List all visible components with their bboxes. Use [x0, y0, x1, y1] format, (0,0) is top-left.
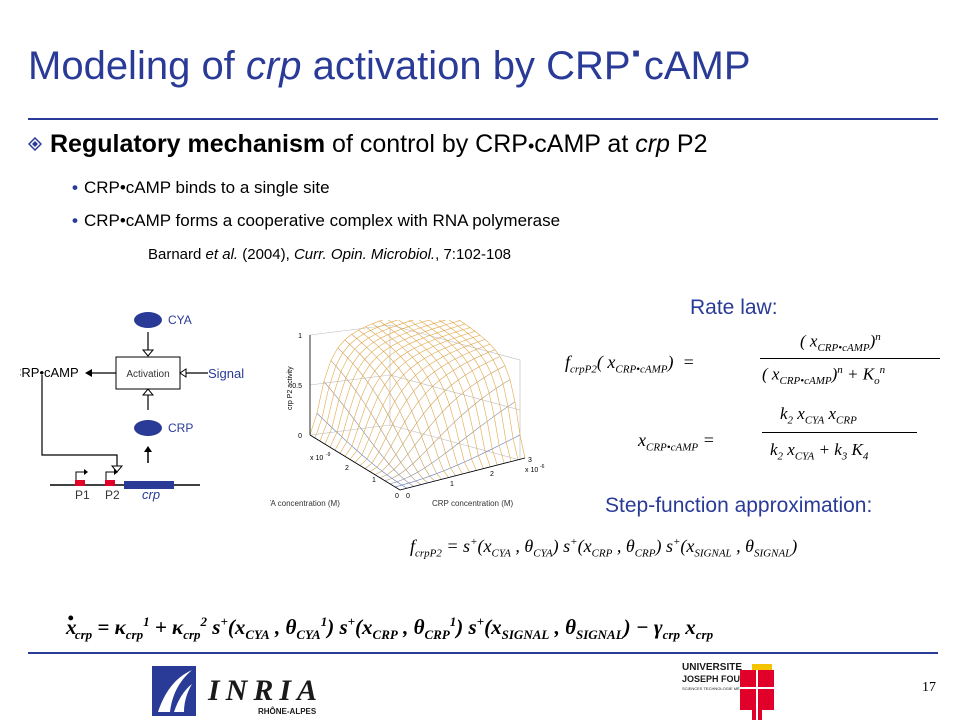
svg-text:x 10: x 10: [525, 467, 538, 474]
svg-text:0: 0: [298, 433, 302, 440]
svg-text:0: 0: [406, 493, 410, 500]
title-rule: [28, 118, 938, 120]
svg-text:crp: crp: [142, 487, 160, 502]
svg-text:UNIVERSITE: UNIVERSITE: [682, 662, 742, 673]
crp-gene: [124, 481, 174, 489]
footer-rule: [28, 652, 938, 654]
section-heading: Regulatory mechanism of control by CRP•c…: [50, 130, 708, 158]
svg-text:Activation: Activation: [126, 369, 169, 380]
svg-text:crp P2 activity: crp P2 activity: [287, 366, 294, 410]
svg-text:RHÔNE-ALPES: RHÔNE-ALPES: [258, 707, 317, 716]
svg-text:P2: P2: [105, 488, 120, 502]
ode-equation: x•crp = κcrp1 + κcrp2 s+(xCYA , θCYA1) s…: [66, 608, 714, 643]
svg-text:P1: P1: [75, 488, 90, 502]
page-number: 17: [922, 680, 936, 695]
page-title: Modeling of crp activation by CRP·cAMP: [28, 32, 751, 88]
complex-label: CRP•cAMP: [20, 365, 79, 380]
svg-text:3: 3: [528, 457, 532, 464]
svg-text:2: 2: [490, 471, 494, 478]
signal-label: Signal: [208, 366, 244, 381]
svg-text:CYA concentration (M): CYA concentration (M): [270, 499, 340, 508]
svg-text:-9: -9: [326, 452, 331, 458]
ujf-logo: UNIVERSITE JOSEPH FOURIER SCIENCES TECHN…: [682, 662, 774, 720]
surface-mesh: [309, 320, 526, 491]
citation: Barnard et al. (2004), Curr. Opin. Micro…: [148, 246, 512, 263]
bullet-item: • CRP•cAMP binds to a single site: [72, 178, 330, 197]
diamond-bullet-icon: [28, 137, 42, 151]
svg-text:2: 2: [345, 465, 349, 472]
cya-label: CYA: [168, 313, 192, 327]
step-function-label: Step-function approximation:: [605, 494, 873, 517]
svg-text:1: 1: [450, 481, 454, 488]
cya-node: [134, 312, 162, 328]
bullet-item: • CRP•cAMP forms a cooperative complex wi…: [72, 211, 561, 230]
svg-text:0: 0: [395, 493, 399, 500]
activity-surface-plot: 0 0.5 1 crp P2 activity x 10 -9 2 1 0 0 …: [270, 320, 545, 508]
svg-text:JOSEPH FOURIER: JOSEPH FOURIER: [682, 674, 762, 684]
svg-text:0.5: 0.5: [292, 383, 302, 390]
crp-node: [134, 420, 162, 436]
svg-text:INRIA: INRIA: [207, 674, 323, 707]
svg-text:x 10: x 10: [310, 455, 323, 462]
svg-text:1: 1: [372, 477, 376, 484]
complex-eq-lhs: xCRP•cAMP =: [638, 430, 715, 454]
regulation-diagram: CYA Activation CRP•cAMP Signal CRP P1 P2…: [20, 312, 244, 502]
svg-text:1: 1: [298, 333, 302, 340]
rate-law-label: Rate law:: [690, 296, 778, 319]
svg-text:-6: -6: [540, 464, 545, 470]
svg-text:SCIENCES TECHNOLOGIE MÉDECINE: SCIENCES TECHNOLOGIE MÉDECINE: [682, 686, 755, 691]
step-function-eq: fcrpP2 = s+(xCYA , θCYA) s+(xCRP , θCRP)…: [410, 536, 798, 560]
svg-text:CRP concentration (M): CRP concentration (M): [432, 499, 514, 508]
inria-logo: INRIA RHÔNE-ALPES: [152, 666, 323, 716]
rate-law-lhs: fcrpP2( xCRP•cAMP) =: [565, 352, 695, 376]
crp-label: CRP: [168, 421, 193, 435]
